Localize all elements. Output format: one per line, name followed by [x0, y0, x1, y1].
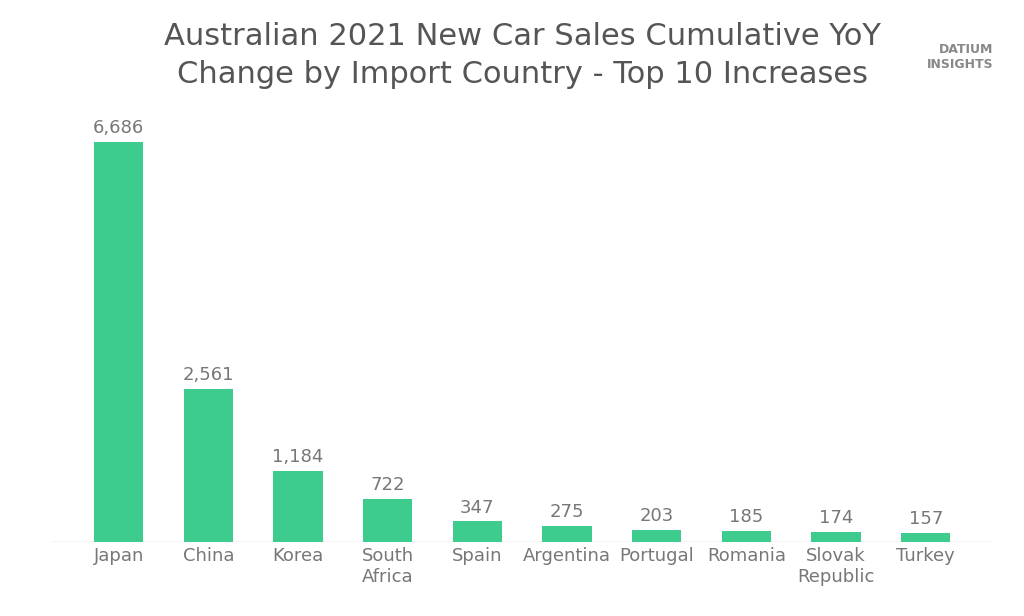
- Text: 203: 203: [640, 507, 674, 525]
- Text: 2,561: 2,561: [182, 366, 234, 384]
- Bar: [543, 525, 592, 542]
- Text: 174: 174: [819, 509, 853, 527]
- Bar: [364, 499, 413, 542]
- Text: DATIUM
INSIGHTS: DATIUM INSIGHTS: [927, 43, 993, 71]
- Text: 185: 185: [729, 508, 764, 526]
- Bar: [901, 533, 950, 542]
- Bar: [632, 530, 681, 542]
- Bar: [722, 531, 771, 542]
- Text: 722: 722: [371, 476, 404, 494]
- Text: 1,184: 1,184: [272, 448, 324, 466]
- Bar: [811, 532, 861, 542]
- Text: 275: 275: [550, 503, 585, 521]
- Text: 6,686: 6,686: [93, 119, 144, 137]
- Bar: [453, 521, 502, 542]
- Bar: [273, 471, 323, 542]
- Bar: [183, 389, 233, 542]
- Text: 157: 157: [908, 510, 943, 528]
- Title: Australian 2021 New Car Sales Cumulative YoY
Change by Import Country - Top 10 I: Australian 2021 New Car Sales Cumulative…: [164, 22, 881, 89]
- Bar: [94, 142, 143, 542]
- Text: 347: 347: [460, 498, 495, 516]
